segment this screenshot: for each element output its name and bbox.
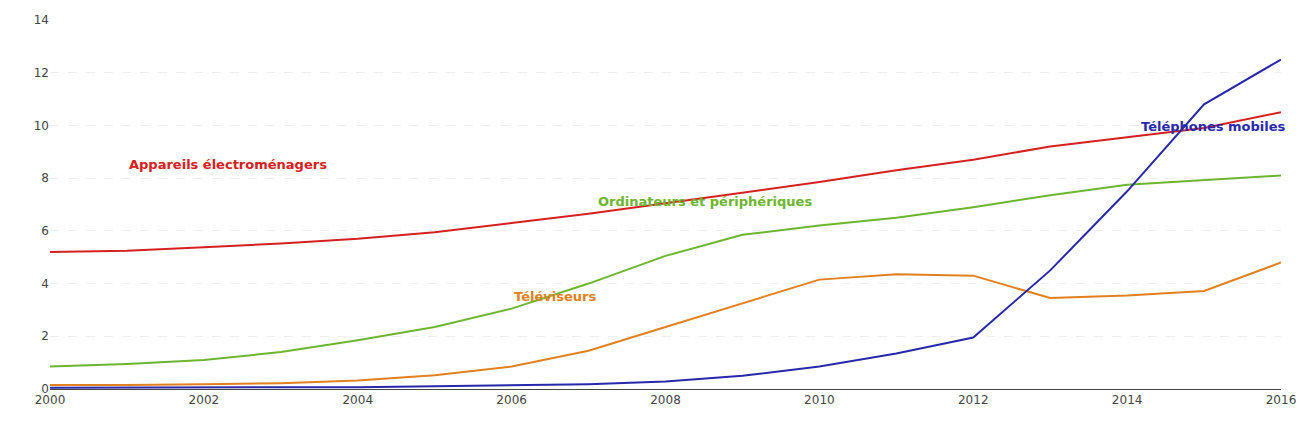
svg-text:2010: 2010 xyxy=(804,393,835,407)
svg-text:2000: 2000 xyxy=(35,393,66,407)
svg-text:2006: 2006 xyxy=(496,393,527,407)
svg-text:2012: 2012 xyxy=(958,393,989,407)
svg-text:2: 2 xyxy=(41,329,49,343)
svg-text:14: 14 xyxy=(34,13,49,27)
svg-text:6: 6 xyxy=(41,224,49,238)
svg-text:Ordinateurs et périphériques: Ordinateurs et périphériques xyxy=(598,194,812,209)
svg-text:Téléphones mobiles: Téléphones mobiles xyxy=(1141,119,1286,134)
svg-text:2016: 2016 xyxy=(1266,393,1297,407)
svg-text:0: 0 xyxy=(41,382,49,396)
svg-text:12: 12 xyxy=(34,66,49,80)
svg-text:4: 4 xyxy=(41,277,49,291)
svg-text:10: 10 xyxy=(34,119,49,133)
svg-text:2002: 2002 xyxy=(189,393,220,407)
svg-text:8: 8 xyxy=(41,171,49,185)
svg-text:2004: 2004 xyxy=(342,393,373,407)
svg-text:2008: 2008 xyxy=(650,393,681,407)
svg-text:2014: 2014 xyxy=(1112,393,1143,407)
svg-text:Appareils électroménagers: Appareils électroménagers xyxy=(129,157,327,172)
svg-text:Téléviseurs: Téléviseurs xyxy=(514,289,596,304)
